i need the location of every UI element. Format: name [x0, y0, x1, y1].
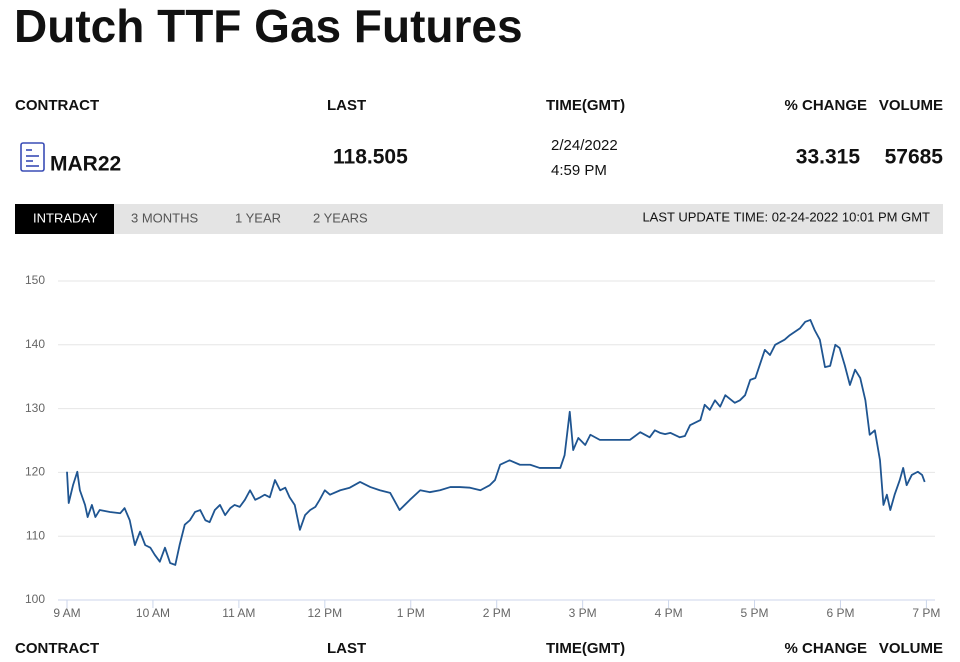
column-header: LAST	[327, 97, 366, 114]
column-header: CONTRACT	[15, 97, 99, 114]
column-header: VOLUME	[879, 640, 943, 657]
active-tab[interactable]	[15, 204, 114, 234]
x-tick-label: 5 PM	[741, 606, 769, 620]
contract: MAR22	[50, 153, 121, 176]
x-tick-label: 1 PM	[397, 606, 425, 620]
last-price: 118.505	[333, 146, 408, 169]
column-header: CONTRACT	[15, 640, 99, 657]
tab[interactable]: 2 YEARS	[313, 210, 368, 225]
y-tick-label: 110	[26, 528, 45, 542]
quote-date: 2/24/2022	[551, 137, 618, 154]
x-tick-label: 10 AM	[136, 606, 170, 620]
x-tick-label: 2 PM	[483, 606, 511, 620]
last-update: LAST UPDATE TIME: 02-24-2022 10:01 PM GM…	[642, 209, 930, 224]
y-tick-label: 120	[25, 465, 45, 479]
quote-time: 4:59 PM	[551, 162, 607, 179]
x-tick-label: 3 PM	[569, 606, 597, 620]
column-header: % CHANGE	[784, 97, 867, 114]
y-tick-label: 130	[25, 401, 45, 415]
x-tick-label: 7 PM	[912, 606, 940, 620]
column-header: % CHANGE	[784, 640, 867, 657]
x-tick-label: 4 PM	[655, 606, 683, 620]
x-tick-label: 6 PM	[826, 606, 854, 620]
y-tick-label: 150	[25, 273, 45, 287]
tab[interactable]: 3 MONTHS	[131, 210, 199, 225]
column-header: TIME(GMT)	[546, 97, 625, 114]
x-tick-label: 11 AM	[222, 606, 255, 620]
column-header: LAST	[327, 640, 366, 657]
y-tick-label: 100	[25, 592, 45, 606]
contract-icon	[20, 142, 45, 172]
y-tick-label: 140	[25, 337, 45, 351]
percent-change: 33.315	[796, 146, 861, 169]
column-header: TIME(GMT)	[546, 640, 625, 657]
tab-bar	[15, 204, 943, 234]
page-title: Dutch TTF Gas Futures	[14, 0, 523, 52]
price-line	[66, 319, 926, 566]
x-tick-label: 9 AM	[53, 606, 80, 620]
x-tick-label: 12 PM	[307, 606, 342, 620]
tab[interactable]: INTRADAY	[33, 210, 98, 225]
column-header: VOLUME	[879, 97, 943, 114]
volume: 57685	[885, 146, 944, 169]
tab[interactable]: 1 YEAR	[235, 210, 281, 225]
